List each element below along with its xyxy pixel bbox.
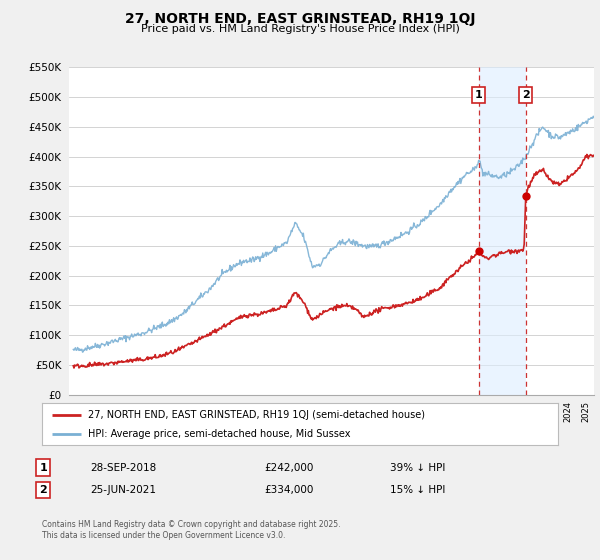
Text: 27, NORTH END, EAST GRINSTEAD, RH19 1QJ: 27, NORTH END, EAST GRINSTEAD, RH19 1QJ [125,12,475,26]
Text: 39% ↓ HPI: 39% ↓ HPI [390,463,445,473]
Text: 28-SEP-2018: 28-SEP-2018 [90,463,156,473]
Text: 2: 2 [522,90,530,100]
Bar [479,67,526,395]
Text: HPI: Average price, semi-detached house, Mid Sussex: HPI: Average price, semi-detached house,… [88,430,351,439]
Text: 1: 1 [475,90,482,100]
Text: £242,000: £242,000 [264,463,313,473]
Text: £334,000: £334,000 [264,485,313,495]
Text: Price paid vs. HM Land Registry's House Price Index (HPI): Price paid vs. HM Land Registry's House … [140,24,460,34]
Text: 1: 1 [40,463,47,473]
Text: 2: 2 [40,485,47,495]
Text: 27, NORTH END, EAST GRINSTEAD, RH19 1QJ (semi-detached house): 27, NORTH END, EAST GRINSTEAD, RH19 1QJ … [88,410,425,420]
Text: This data is licensed under the Open Government Licence v3.0.: This data is licensed under the Open Gov… [42,531,286,540]
Text: 15% ↓ HPI: 15% ↓ HPI [390,485,445,495]
Text: Contains HM Land Registry data © Crown copyright and database right 2025.: Contains HM Land Registry data © Crown c… [42,520,341,529]
Text: 25-JUN-2021: 25-JUN-2021 [90,485,156,495]
